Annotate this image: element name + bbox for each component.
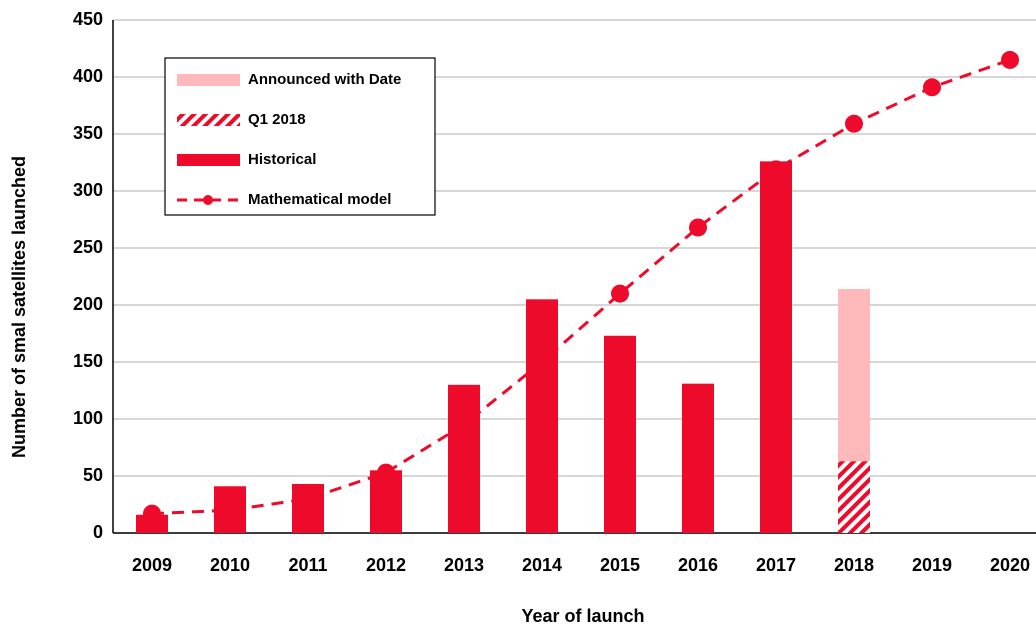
x-tick-label: 2012 (366, 555, 406, 575)
x-tick-label: 2010 (210, 555, 250, 575)
model-point (923, 78, 941, 97)
bar (526, 299, 558, 533)
x-tick-label: 2017 (756, 555, 796, 575)
model-line (151, 58, 1011, 516)
model-point (299, 489, 317, 508)
bar (448, 384, 480, 533)
legend-label: Mathematical model (248, 191, 391, 208)
y-axis-label: Number of smal satellites launched (9, 156, 29, 458)
legend-label: Announced with Date (248, 71, 401, 88)
legend-swatch (177, 154, 240, 166)
x-tick-label: 2013 (444, 555, 484, 575)
legend-swatch (177, 114, 240, 126)
model-point (845, 114, 863, 133)
x-tick-label: 2015 (600, 555, 640, 575)
x-tick-label: 2011 (288, 555, 327, 575)
bar (760, 161, 792, 534)
x-tick-label: 2009 (132, 555, 172, 575)
bar (682, 383, 714, 533)
model-point (143, 504, 161, 523)
bar (838, 461, 870, 533)
x-tick-label: 2014 (522, 555, 562, 575)
bar (136, 514, 168, 533)
model-point (689, 218, 707, 237)
y-tick-label: 150 (73, 351, 103, 371)
y-tick-label: 50 (83, 465, 103, 485)
bar (604, 335, 636, 533)
model-point (533, 353, 551, 371)
y-tick-label: 350 (73, 123, 103, 143)
model-point (377, 463, 395, 482)
model-point (221, 501, 239, 520)
bar (838, 289, 870, 462)
x-tick-label: 2020 (990, 555, 1030, 575)
model-point (767, 160, 785, 179)
legend-swatch (177, 74, 240, 86)
y-tick-label: 400 (73, 66, 103, 86)
model-point (455, 415, 473, 434)
y-tick-label: 200 (73, 294, 103, 314)
legend-label: Q1 2018 (248, 111, 306, 128)
legend-swatch-marker (203, 195, 213, 205)
legend-label: Historical (248, 151, 316, 168)
y-tick-label: 300 (73, 180, 103, 200)
model-point (611, 284, 629, 303)
y-tick-label: 450 (73, 9, 103, 29)
y-tick-label: 0 (93, 522, 103, 542)
x-tick-label: 2019 (912, 555, 952, 575)
y-tick-label: 100 (73, 408, 103, 428)
y-tick-label: 250 (73, 237, 103, 257)
x-axis-label: Year of launch (521, 606, 644, 626)
legend: Announced with Date Q1 2018 Historical Math… (164, 57, 436, 216)
x-tick-label: 2018 (834, 555, 874, 575)
model-point (1001, 50, 1019, 69)
x-tick-label: 2016 (678, 555, 718, 575)
